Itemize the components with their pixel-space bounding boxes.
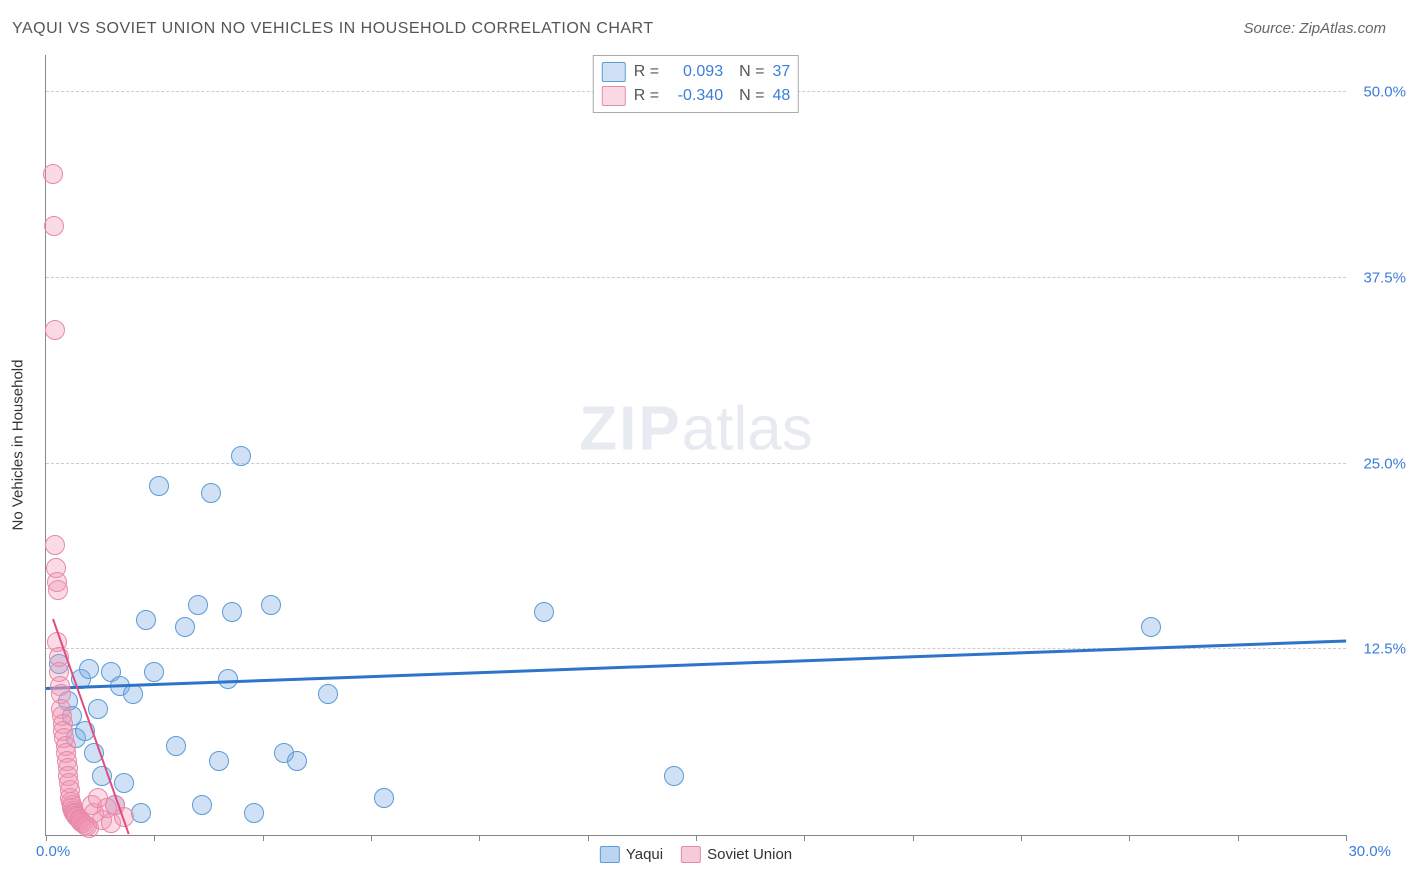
data-point xyxy=(318,684,338,704)
data-point xyxy=(123,684,143,704)
legend-item: Yaqui xyxy=(600,846,663,863)
legend-label: Yaqui xyxy=(626,846,663,863)
data-point xyxy=(192,795,212,815)
data-point xyxy=(48,580,68,600)
n-label: N = xyxy=(739,63,764,81)
n-value: 37 xyxy=(772,63,790,81)
x-tick xyxy=(263,835,264,841)
data-point xyxy=(45,320,65,340)
series-legend: Yaqui Soviet Union xyxy=(600,846,792,863)
data-point xyxy=(374,788,394,808)
legend-swatch xyxy=(602,62,626,82)
x-tick xyxy=(371,835,372,841)
data-point xyxy=(144,662,164,682)
n-label: N = xyxy=(739,87,764,105)
y-tick-label: 50.0% xyxy=(1363,84,1406,101)
y-tick-label: 12.5% xyxy=(1363,641,1406,658)
data-point xyxy=(1141,617,1161,637)
x-tick xyxy=(1238,835,1239,841)
r-label: R = xyxy=(634,87,659,105)
n-value: 48 xyxy=(772,87,790,105)
x-min-label: 0.0% xyxy=(36,843,70,860)
x-tick xyxy=(479,835,480,841)
data-point xyxy=(209,751,229,771)
y-tick-label: 25.0% xyxy=(1363,455,1406,472)
data-point xyxy=(175,617,195,637)
watermark-zip: ZIP xyxy=(579,395,681,464)
x-tick xyxy=(588,835,589,841)
data-point xyxy=(88,699,108,719)
x-tick xyxy=(1021,835,1022,841)
r-value: -0.340 xyxy=(667,87,723,105)
data-point xyxy=(287,751,307,771)
data-point xyxy=(131,803,151,823)
data-point xyxy=(664,766,684,786)
data-point xyxy=(201,483,221,503)
x-max-label: 30.0% xyxy=(1348,843,1391,860)
data-point xyxy=(218,669,238,689)
x-tick xyxy=(1346,835,1347,841)
data-point xyxy=(166,736,186,756)
data-point xyxy=(43,164,63,184)
trend-line xyxy=(46,639,1346,689)
legend-row: R = 0.093 N = 37 xyxy=(602,60,790,84)
watermark-atlas: atlas xyxy=(682,395,813,464)
x-tick xyxy=(696,835,697,841)
data-point xyxy=(149,476,169,496)
x-tick xyxy=(1129,835,1130,841)
chart-title: YAQUI VS SOVIET UNION NO VEHICLES IN HOU… xyxy=(12,20,654,38)
x-tick xyxy=(154,835,155,841)
legend-item: Soviet Union xyxy=(681,846,792,863)
data-point xyxy=(44,216,64,236)
data-point xyxy=(188,595,208,615)
legend-label: Soviet Union xyxy=(707,846,792,863)
x-tick xyxy=(913,835,914,841)
r-label: R = xyxy=(634,63,659,81)
plot-area: No Vehicles in Household ZIPatlas R =0.0… xyxy=(45,55,1346,836)
legend-swatch xyxy=(600,846,620,863)
data-point xyxy=(231,446,251,466)
legend-row: R = -0.340 N = 48 xyxy=(602,84,790,108)
correlation-legend: R = 0.093 N = 37 R = -0.340 N = 48 xyxy=(593,55,799,113)
data-point xyxy=(79,659,99,679)
data-point xyxy=(534,602,554,622)
watermark: ZIPatlas xyxy=(579,394,812,465)
r-value: 0.093 xyxy=(667,63,723,81)
x-tick xyxy=(46,835,47,841)
data-point xyxy=(222,602,242,622)
chart-container: YAQUI VS SOVIET UNION NO VEHICLES IN HOU… xyxy=(0,0,1406,892)
data-point xyxy=(114,773,134,793)
legend-swatch xyxy=(602,86,626,106)
legend-swatch xyxy=(681,846,701,863)
data-point xyxy=(261,595,281,615)
data-point xyxy=(136,610,156,630)
y-axis-title: No Vehicles in Household xyxy=(10,360,27,531)
data-point xyxy=(244,803,264,823)
gridline xyxy=(46,277,1346,278)
y-tick-label: 37.5% xyxy=(1363,269,1406,286)
data-point xyxy=(45,535,65,555)
source-label: Source: ZipAtlas.com xyxy=(1243,20,1386,37)
x-tick xyxy=(804,835,805,841)
